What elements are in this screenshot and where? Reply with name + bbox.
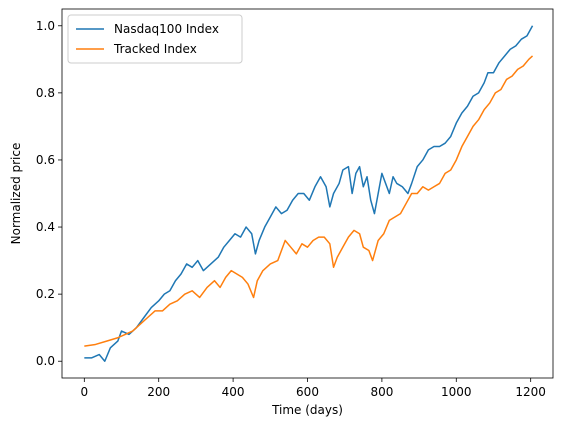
series-group [84,25,534,362]
x-tick-label: 400 [222,385,245,399]
y-tick-label: 0.4 [36,220,55,234]
x-tick-label: 600 [296,385,319,399]
y-axis-ticks: 0.0 0.2 0.4 0.6 0.8 1.0 [36,19,62,368]
x-tick-label: 1200 [515,385,546,399]
y-tick-label: 1.0 [36,19,55,33]
y-tick-label: 0.0 [36,354,55,368]
x-tick-label: 0 [80,385,88,399]
legend: Nasdaq100 Index Tracked Index [67,14,243,64]
x-tick-label: 1000 [441,385,472,399]
x-axis-ticks: 0 200 400 600 800 1000 1200 [80,378,546,399]
y-tick-label: 0.6 [36,153,55,167]
legend-label-tracked: Tracked Index [113,42,197,56]
legend-box [67,14,243,64]
series-line-tracked [84,55,534,347]
y-axis-label: Normalized price [9,143,23,245]
y-tick-label: 0.2 [36,287,55,301]
series-line-nasdaq100 [84,25,534,362]
x-tick-label: 800 [370,385,393,399]
plot-area [61,8,554,379]
x-tick-label: 200 [147,385,170,399]
x-axis-label: Time (days) [271,403,343,417]
legend-label-nasdaq100: Nasdaq100 Index [114,22,219,36]
y-tick-label: 0.8 [36,86,55,100]
